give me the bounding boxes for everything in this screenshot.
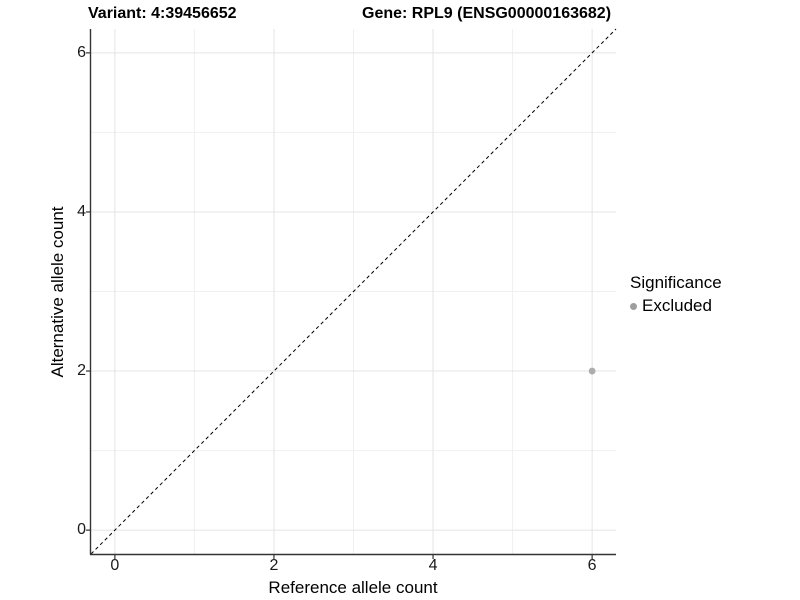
data-point-excluded bbox=[588, 367, 596, 375]
legend-point-icon bbox=[630, 302, 637, 310]
plot-title-variant: Variant: 4:39456652 bbox=[88, 5, 237, 22]
legend-entry-excluded: Excluded bbox=[630, 296, 722, 316]
y-axis-title: Alternative allele count bbox=[48, 206, 67, 378]
identity-line bbox=[90, 28, 617, 555]
x-tick-label: 4 bbox=[428, 557, 438, 574]
plot-title-gene: Gene: RPL9 (ENSG00000163682) bbox=[362, 5, 612, 22]
y-tick-label: 0 bbox=[77, 521, 86, 539]
y-tick-label: 4 bbox=[77, 202, 86, 220]
legend-title: Significance bbox=[630, 273, 722, 292]
x-tick-label: 0 bbox=[110, 557, 120, 574]
x-tick-label: 2 bbox=[269, 557, 279, 574]
y-tick-label: 2 bbox=[77, 362, 86, 380]
x-axis-title: Reference allele count bbox=[268, 578, 438, 597]
y-tick-label: 6 bbox=[77, 43, 86, 61]
legend: Significance Excluded bbox=[630, 273, 722, 316]
legend-entry-label: Excluded bbox=[642, 296, 712, 315]
x-tick-label: 6 bbox=[587, 557, 597, 574]
